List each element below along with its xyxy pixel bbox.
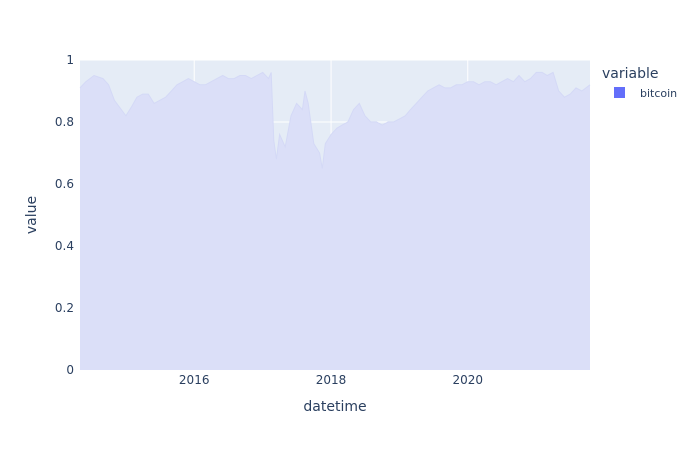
legend-swatch-bitcoin[interactable]: [614, 87, 625, 98]
y-axis-ticks: 0 0.2 0.4 0.6 0.8 1: [55, 53, 74, 377]
y-tick-label: 0.4: [55, 239, 74, 253]
legend-item-bitcoin[interactable]: bitcoin: [614, 87, 677, 100]
legend: variable bitcoin: [602, 66, 677, 100]
series-line-bitcoin: [79, 71, 591, 169]
series-area-bitcoin: [80, 72, 590, 371]
y-tick-label: 0.2: [55, 301, 74, 315]
x-axis-title: datetime: [303, 399, 366, 415]
x-axis-ticks: 2016 2018 2020: [179, 373, 483, 387]
y-tick-label: 0.8: [55, 115, 74, 129]
x-tick-label: 2018: [316, 373, 347, 387]
y-tick-label: 0: [66, 363, 74, 377]
y-tick-label: 0.6: [55, 177, 74, 191]
x-tick-label: 2020: [452, 373, 483, 387]
legend-title: variable: [602, 66, 658, 82]
x-tick-label: 2016: [179, 373, 210, 387]
y-axis-title: value: [24, 196, 40, 234]
y-tick-label: 1: [66, 53, 74, 67]
legend-label-bitcoin[interactable]: bitcoin: [640, 87, 677, 100]
